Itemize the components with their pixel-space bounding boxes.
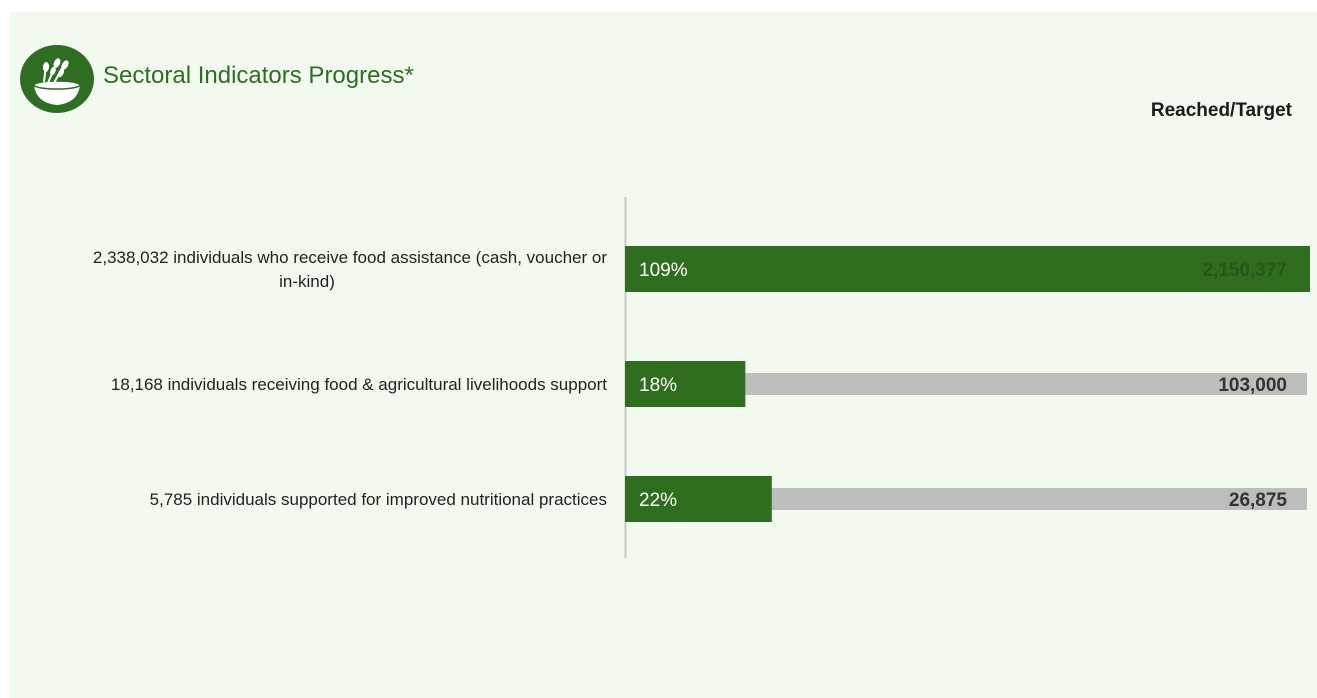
percent-label: 18% bbox=[639, 375, 677, 396]
percent-label: 109% bbox=[639, 260, 688, 281]
target-value-label: 2,150,377 bbox=[1202, 260, 1287, 281]
category-label: 2,338,032 individuals who receive food a… bbox=[93, 248, 607, 267]
category-label: in-kind) bbox=[279, 272, 335, 291]
target-value-label: 103,000 bbox=[1218, 375, 1287, 396]
reached-target-header: Reached/Target bbox=[1150, 100, 1292, 121]
category-label: 18,168 individuals receiving food & agri… bbox=[111, 375, 607, 394]
chart-title: Sectoral Indicators Progress* bbox=[103, 62, 414, 89]
reached-bar bbox=[625, 476, 772, 522]
reached-bar bbox=[625, 246, 1310, 292]
target-track bbox=[625, 373, 1307, 395]
target-value-label: 26,875 bbox=[1229, 490, 1288, 511]
wheat-bowl-icon bbox=[20, 45, 94, 113]
category-label: 5,785 individuals supported for improved… bbox=[150, 490, 607, 509]
target-track bbox=[625, 488, 1307, 510]
percent-label: 22% bbox=[639, 490, 677, 511]
chart-panel bbox=[9, 12, 1317, 698]
reached-bar bbox=[625, 361, 746, 407]
